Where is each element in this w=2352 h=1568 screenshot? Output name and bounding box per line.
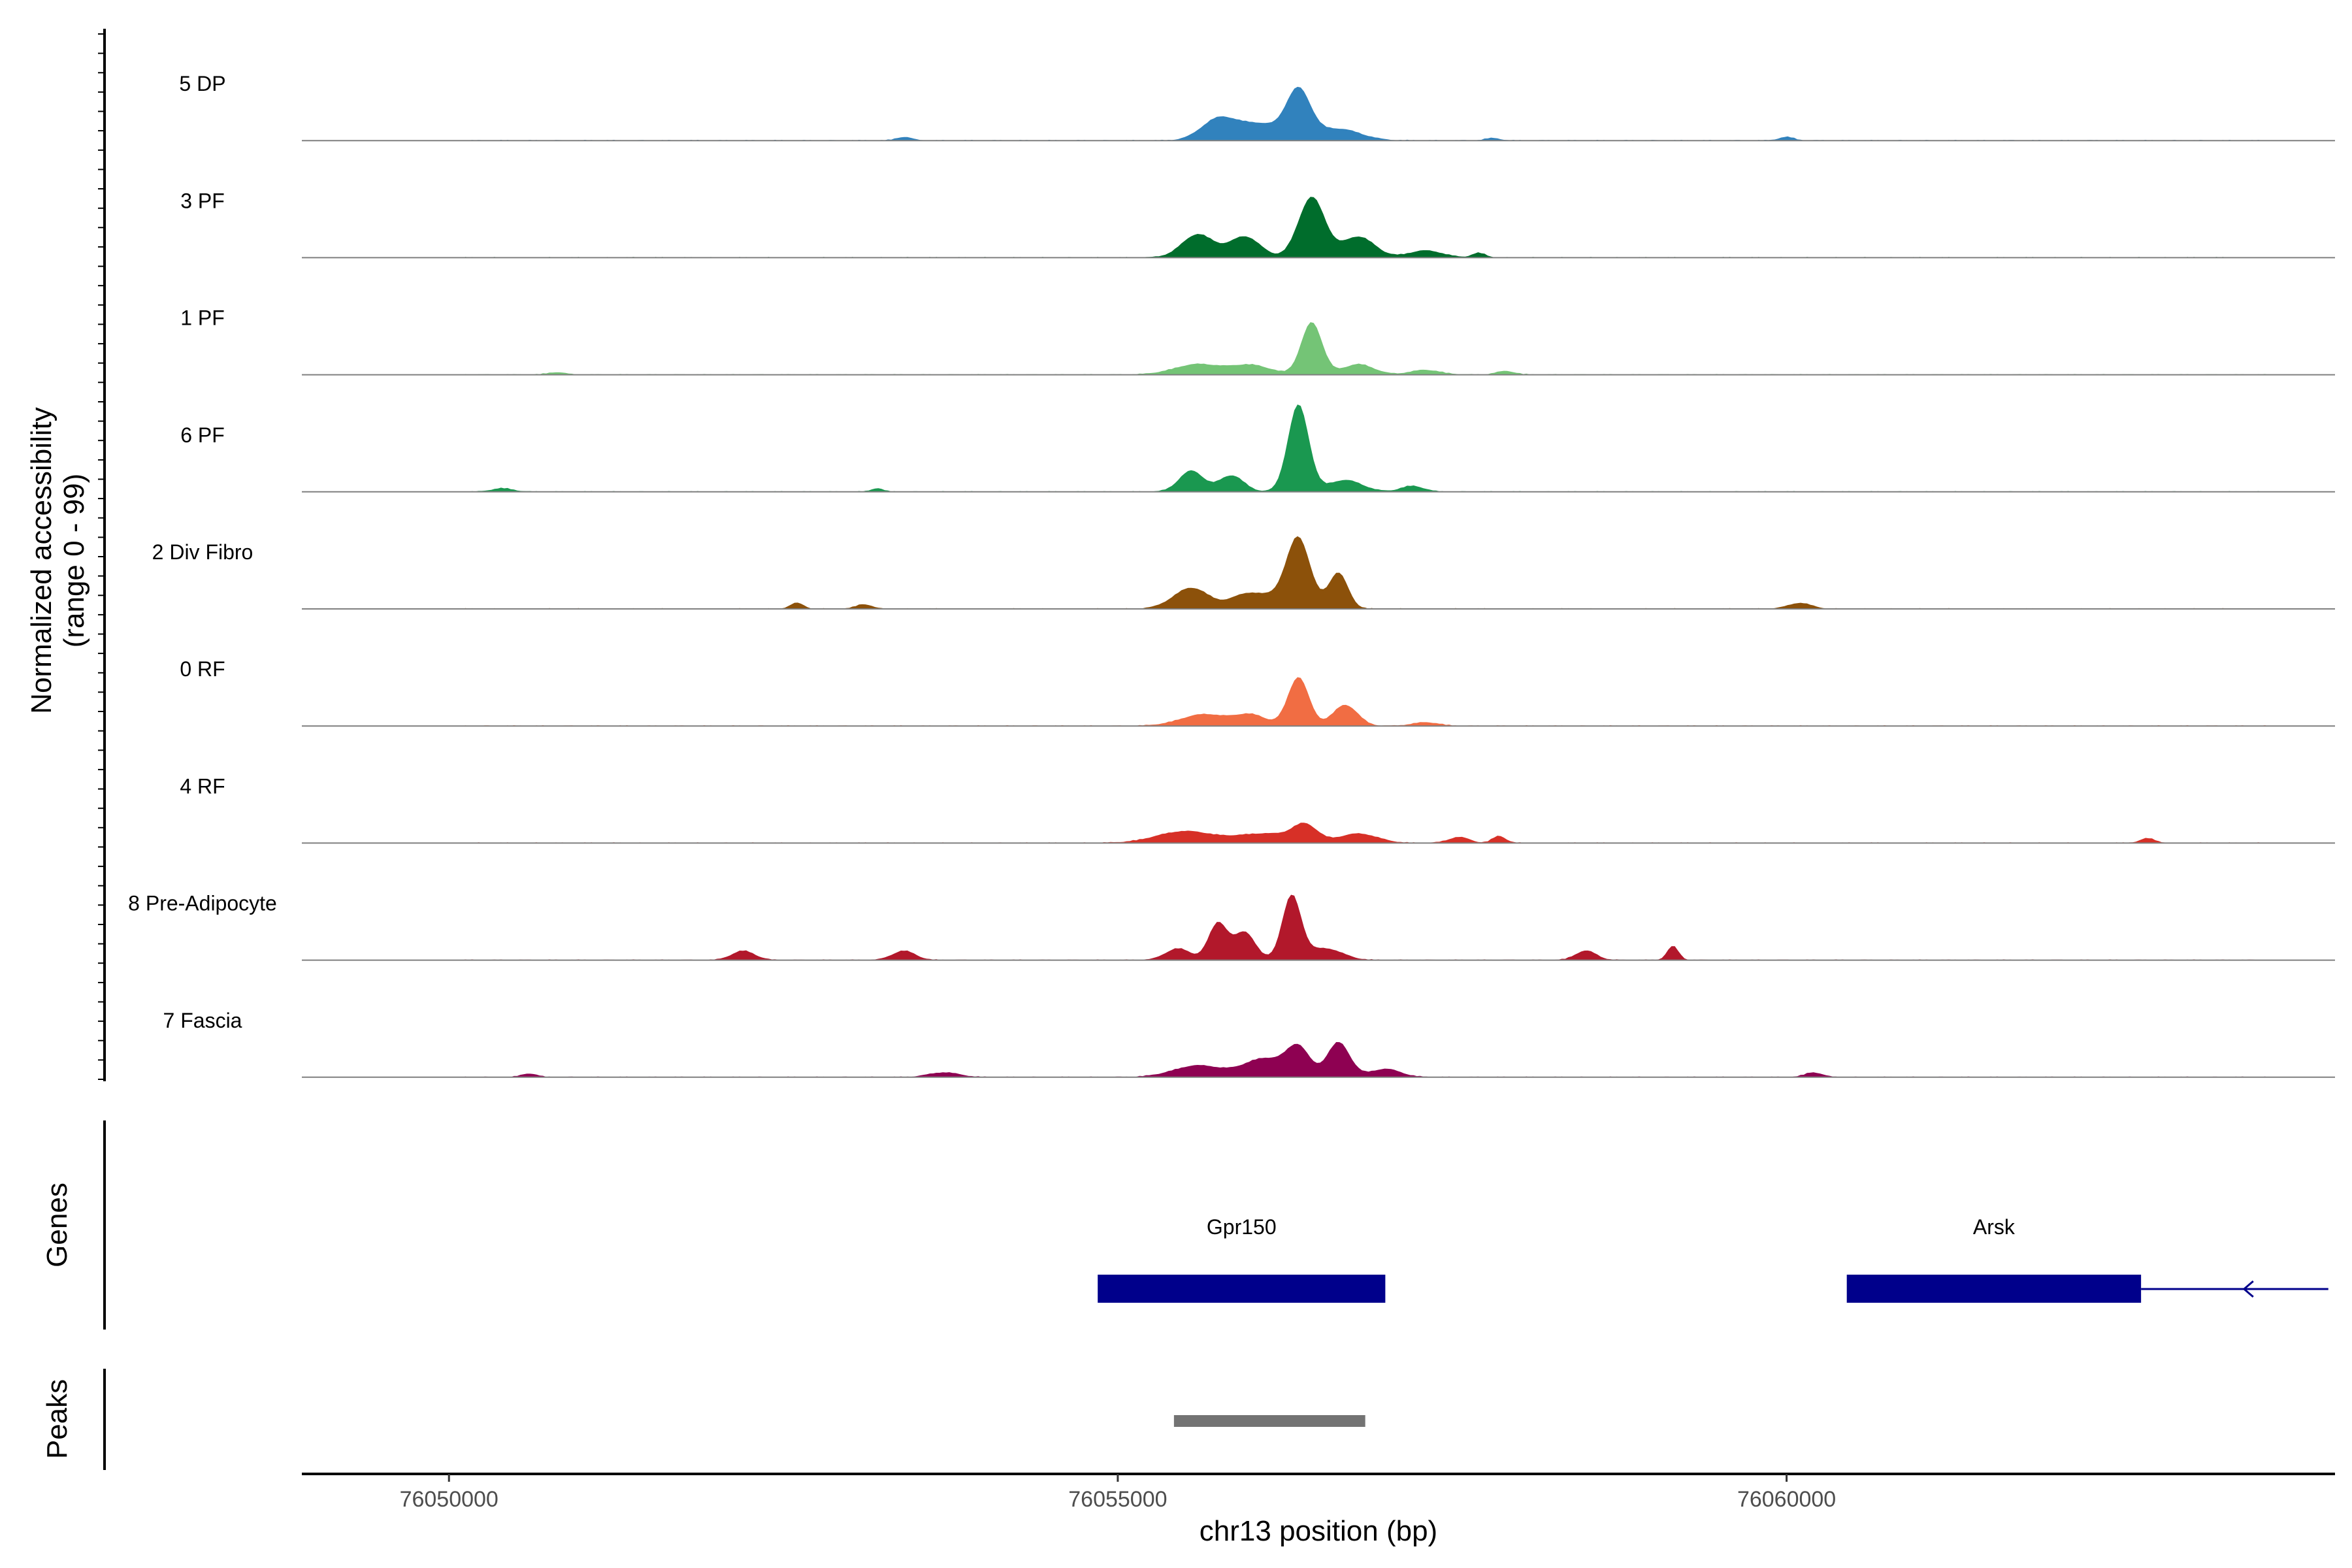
- x-tick-label-1: 76050000: [400, 1487, 498, 1512]
- track-2: 3 PF: [180, 189, 2335, 259]
- track-6-signal: [462, 677, 2268, 727]
- track-2-label: 3 PF: [180, 189, 225, 212]
- peaks-track: Peaks: [41, 1369, 1365, 1470]
- y-axis-title-line2: (range 0 - 99): [58, 474, 90, 648]
- genes-track: Genes Gpr150 Arsk: [41, 1120, 2328, 1330]
- track-6-label: 0 RF: [180, 657, 225, 681]
- genes-track-label: Genes: [41, 1183, 73, 1267]
- track-9: 7 Fascia: [163, 1009, 2335, 1078]
- track-9-label: 7 Fascia: [163, 1009, 242, 1032]
- track-2-signal: [462, 197, 2268, 258]
- x-tick-label-3: 76060000: [1737, 1487, 1836, 1512]
- x-tick-label-2: 76055000: [1068, 1487, 1167, 1512]
- track-4-signal: [462, 404, 2268, 492]
- track-1: 5 DP: [179, 72, 2335, 142]
- track-9-signal: [462, 1042, 2268, 1077]
- peaks-track-label: Peaks: [41, 1379, 73, 1459]
- gene-Gpr150-exon: [1098, 1275, 1386, 1303]
- gene-Arsk-label: Arsk: [1973, 1215, 2016, 1239]
- track-4-label: 6 PF: [180, 423, 225, 447]
- track-4: 6 PF: [180, 404, 2335, 493]
- peak-region-1: [1173, 1415, 1365, 1427]
- x-axis-title: chr13 position (bp): [1200, 1515, 1437, 1547]
- gene-Gpr150: Gpr150: [1098, 1215, 1386, 1303]
- track-1-signal: [462, 86, 2268, 141]
- track-8: 8 Pre-Adipocyte: [128, 892, 2335, 961]
- y-axis-title-line1: Normalized accessibility: [25, 407, 57, 713]
- track-5-signal: [462, 536, 2268, 609]
- gene-Arsk-exon: [1846, 1275, 2142, 1303]
- track-7-signal: [462, 823, 2268, 843]
- track-8-signal: [462, 894, 2268, 960]
- track-3: 1 PF: [180, 306, 2335, 376]
- track-8-label: 8 Pre-Adipocyte: [128, 892, 277, 915]
- track-7-label: 4 RF: [180, 774, 225, 798]
- x-axis: 76050000 76055000 76060000: [302, 1473, 2335, 1512]
- track-1-label: 5 DP: [179, 72, 225, 95]
- track-5: 2 Div Fibro: [152, 536, 2335, 610]
- track-6: 0 RF: [180, 657, 2335, 727]
- track-3-label: 1 PF: [180, 306, 225, 330]
- track-3-signal: [462, 322, 2268, 375]
- gene-Arsk-strand-arrow: [2242, 1280, 2254, 1298]
- gene-Gpr150-label: Gpr150: [1207, 1215, 1277, 1239]
- accessibility-tracks: 5 DP 3 PF 1 PF 6 PF 2 Div Fibro 0 RF 4 RF 8 Pre…: [128, 72, 2335, 1078]
- gene-Arsk: Arsk: [1846, 1215, 2328, 1303]
- track-5-label: 2 Div Fibro: [152, 540, 253, 564]
- accessibility-y-axis: [98, 29, 106, 1081]
- track-7: 4 RF: [180, 774, 2335, 844]
